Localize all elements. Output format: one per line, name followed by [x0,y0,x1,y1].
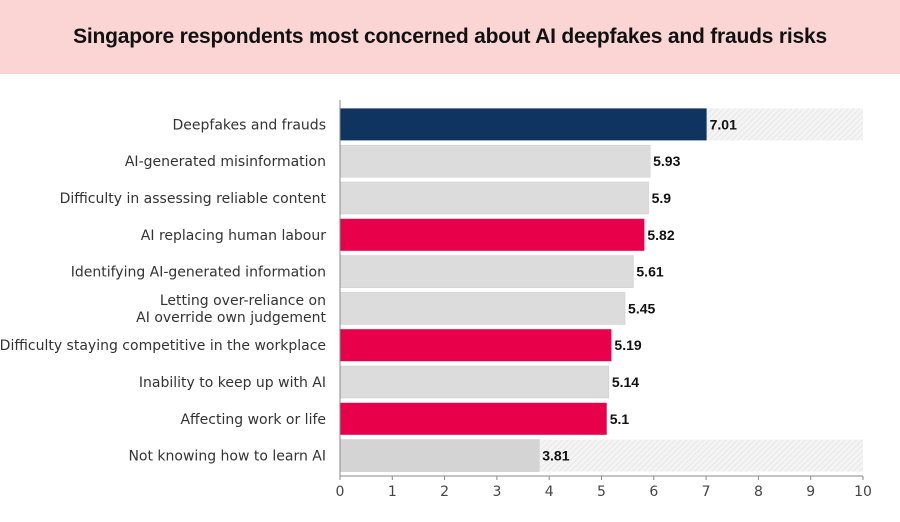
category-label: Affecting work or life [180,412,326,428]
bar [339,365,610,399]
category-label: Identifying AI-generated information [71,265,326,281]
data-label: 5.61 [636,264,663,280]
data-label: 5.82 [647,227,674,243]
category-label: Not knowing how to learn AI [128,449,326,465]
category-label: Difficulty staying competitive in the wo… [0,338,326,354]
bar [340,108,707,141]
bar [339,255,634,288]
bar [339,439,540,472]
hatched-background-layer [539,108,863,472]
category-label-line: AI-generated misinformation [125,154,326,170]
bar [340,402,607,435]
data-label: 5.45 [628,300,655,316]
category-label-line: AI replacing human labour [141,228,326,244]
title-banner: Singapore respondents most concerned abo… [0,0,900,74]
x-tick-label: 8 [754,484,763,500]
category-label: Deepfakes and frauds [173,117,326,133]
category-label-line: Difficulty in assessing reliable content [60,191,327,207]
category-label-line: Difficulty staying competitive in the wo… [0,338,326,354]
category-label-line: Letting over-reliance on [160,293,326,309]
axis-layer: 0 1 2 3 4 5 6 7 8 9 10 [336,100,872,500]
x-tick-label: 4 [545,484,554,500]
x-tick-label: 6 [649,484,658,500]
bar-chart: 0 1 2 3 4 5 6 7 8 9 10 7.01 Deepfakes and frauds 5.9… [0,100,872,500]
data-label: 7.01 [710,116,737,132]
bars-layer [339,108,707,472]
category-label-line: Inability to keep up with AI [139,375,326,391]
data-label: 5.93 [653,153,680,169]
bar [340,329,612,362]
data-label: 5.9 [652,190,672,206]
category-label-line: Affecting work or life [180,412,326,428]
x-tick-label: 0 [336,484,345,500]
bar [339,292,626,325]
x-tick-label: 9 [806,484,815,500]
category-label: AI-generated misinformation [125,154,326,170]
category-label: Letting over-reliance on AI override own … [136,293,326,326]
x-tick-label: 10 [854,484,872,500]
x-tick-label: 7 [702,484,711,500]
data-label: 5.1 [610,411,630,427]
category-label: Difficulty in assessing reliable content [60,191,327,207]
x-tick-label: 1 [388,484,397,500]
x-tick-label: 5 [597,484,606,500]
category-label-line: Deepfakes and frauds [173,117,326,133]
data-label: 5.19 [614,337,641,353]
category-label-line: Identifying AI-generated information [71,265,326,281]
bar-background-hatch [706,108,863,141]
data-label: 5.14 [612,374,639,390]
chart-title: Singapore respondents most concerned abo… [73,25,827,48]
labels-layer: 7.01 Deepfakes and frauds 5.93 AI-generated… [0,116,737,464]
x-tick-label: 2 [440,484,449,500]
category-label: Inability to keep up with AI [139,375,326,391]
category-label-line: Not knowing how to learn AI [128,449,326,465]
data-label: 3.81 [542,448,569,464]
category-label-line: AI override own judgement [136,310,326,326]
category-label: AI replacing human labour [141,228,326,244]
bar [340,218,645,251]
bar [339,144,651,178]
bar-background-hatch [539,439,863,472]
x-tick-label: 3 [492,484,501,500]
bar [339,181,649,215]
